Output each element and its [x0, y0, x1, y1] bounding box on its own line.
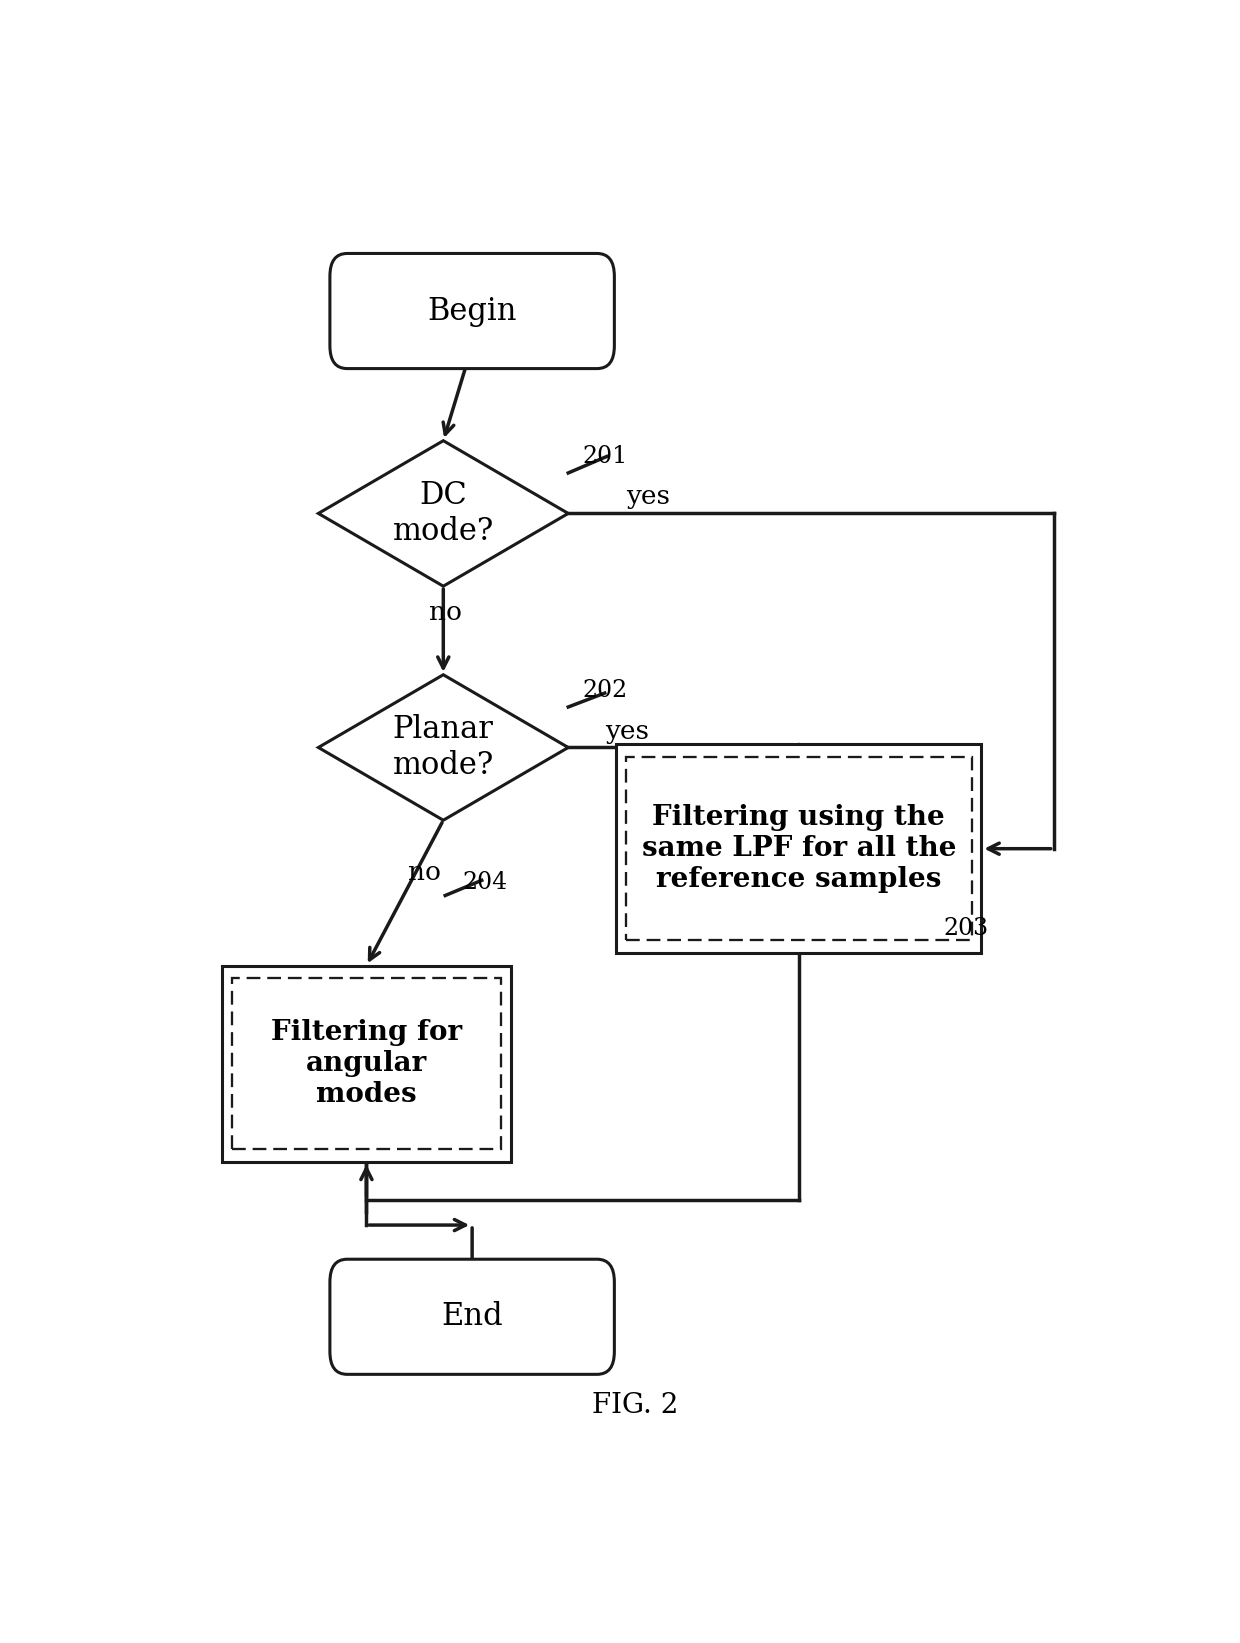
- Bar: [222, 966, 511, 1162]
- Text: FIG. 2: FIG. 2: [593, 1392, 678, 1420]
- Text: no: no: [429, 600, 461, 624]
- Bar: [616, 744, 982, 953]
- Polygon shape: [319, 440, 568, 587]
- Polygon shape: [319, 675, 568, 820]
- Text: Planar
mode?: Planar mode?: [393, 715, 494, 780]
- Text: 201: 201: [583, 445, 627, 468]
- Text: yes: yes: [626, 485, 670, 509]
- Bar: [232, 978, 501, 1148]
- Bar: [626, 757, 972, 940]
- Text: no: no: [408, 861, 440, 886]
- Text: yes: yes: [605, 718, 649, 744]
- FancyBboxPatch shape: [330, 1259, 614, 1374]
- Text: Filtering using the
same LPF for all the
reference samples: Filtering using the same LPF for all the…: [641, 803, 956, 894]
- Text: DC
mode?: DC mode?: [393, 480, 494, 547]
- Text: Begin: Begin: [428, 296, 517, 327]
- Text: 202: 202: [583, 679, 627, 702]
- Text: End: End: [441, 1301, 503, 1332]
- Text: 204: 204: [463, 871, 507, 894]
- Text: 203: 203: [942, 917, 988, 940]
- Text: Filtering for
angular
modes: Filtering for angular modes: [270, 1019, 463, 1109]
- FancyBboxPatch shape: [330, 253, 614, 368]
